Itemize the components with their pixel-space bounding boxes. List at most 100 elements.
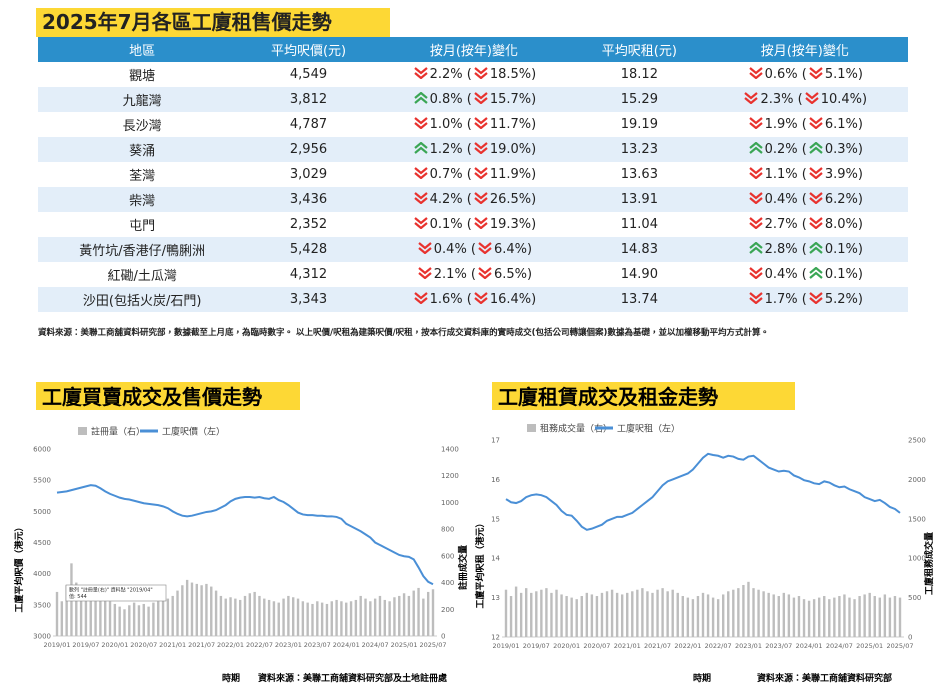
bar xyxy=(123,609,126,636)
change-text: 0.1% ( xyxy=(429,217,472,232)
bar xyxy=(301,601,305,636)
change-cell: 1.7% (5.2%) xyxy=(701,287,908,312)
table-row: 紅磡/土瓜灣 4,312 2.1% (6.5%) 14.90 0.4% (0.1%) xyxy=(38,262,908,287)
y2-tick-label: 0 xyxy=(441,633,445,641)
change-text: 5.1%) xyxy=(824,67,863,82)
bar xyxy=(504,589,508,637)
y-tick-label: 4000 xyxy=(33,570,51,578)
change-text: 0.4% ( xyxy=(764,267,807,282)
change-text: 0.1%) xyxy=(824,267,863,282)
bar xyxy=(205,583,208,636)
y2-tick-label: 2500 xyxy=(908,437,926,445)
table-row: 九龍灣 3,812 0.8% (15.7%) 15.29 2.3% (10.4%) xyxy=(38,87,908,112)
bar xyxy=(229,597,232,636)
chevron xyxy=(474,97,488,104)
change-cell: 0.4% (6.4%) xyxy=(370,237,578,262)
chevron xyxy=(748,246,763,254)
chevron xyxy=(748,267,763,275)
bar xyxy=(787,594,791,637)
table-cell: 4,549 xyxy=(289,67,328,82)
line xyxy=(56,484,434,586)
table-cell: 11.04 xyxy=(620,217,658,232)
change-cell: 0.2% (0.3%) xyxy=(701,137,908,162)
bar xyxy=(525,588,528,637)
chevron xyxy=(748,117,763,125)
arrow-down xyxy=(809,192,823,204)
bar xyxy=(878,597,881,637)
bar xyxy=(767,592,770,637)
x-tick-label: 2022/07 xyxy=(705,642,732,650)
change-text: 1.0% ( xyxy=(429,117,472,132)
x-tick-label: 2024/01 xyxy=(796,642,823,650)
change-text: 3.9%) xyxy=(824,167,863,182)
table-row: 觀塘 4,549 2.2% (18.5%) 18.12 0.6% (5.1%) xyxy=(38,62,908,87)
chevron xyxy=(413,167,428,175)
bar xyxy=(762,591,765,637)
bar xyxy=(706,594,710,637)
arrow-down xyxy=(413,192,428,204)
bar xyxy=(651,592,654,637)
bar xyxy=(555,589,558,637)
x-axis-label: 時期 xyxy=(693,672,711,684)
bar xyxy=(737,588,740,637)
table-row: 沙田(包括火炭/石門) 3,343 1.6% (16.4%) 13.74 1.7% (5… xyxy=(38,287,908,312)
bar xyxy=(60,601,64,636)
y2-tick-label: 1500 xyxy=(908,515,926,523)
legend-label: 註冊量（右） xyxy=(91,426,145,438)
bar xyxy=(190,582,194,636)
line xyxy=(505,452,901,531)
arrow-down xyxy=(748,117,763,129)
y2-tick-label: 0 xyxy=(908,634,912,642)
chevron xyxy=(413,117,428,125)
chevron xyxy=(478,272,492,279)
chevron xyxy=(474,92,488,100)
x-tick-label: 2023/07 xyxy=(765,642,792,650)
change-text: 0.3%) xyxy=(824,142,863,157)
change-text: 0.4% ( xyxy=(433,242,476,257)
chevron xyxy=(805,92,819,100)
tooltip-text: 值: 544 xyxy=(69,593,87,600)
bar xyxy=(888,597,892,637)
arrow-down xyxy=(474,117,488,129)
bar xyxy=(306,602,309,636)
arrow-down xyxy=(809,167,823,179)
column-header: 按月(按年)變化 xyxy=(701,37,908,62)
change-text: 6.1%) xyxy=(824,117,863,132)
change-text: 0.1%) xyxy=(824,242,863,257)
change-cell: 0.8% (15.7%) xyxy=(370,87,578,112)
y2-tick-label: 1000 xyxy=(908,555,926,563)
chevron xyxy=(474,292,488,300)
bar xyxy=(132,602,136,636)
bar xyxy=(863,594,866,637)
bar xyxy=(868,592,871,637)
chevron xyxy=(474,167,488,175)
arrow-down xyxy=(413,167,428,179)
y2-tick-label: 200 xyxy=(441,606,454,614)
chevron xyxy=(748,172,763,179)
bar xyxy=(686,597,690,637)
x-tick-label: 2020/07 xyxy=(130,641,157,649)
table-cell: 觀塘 xyxy=(129,69,156,84)
change-cell: 0.6% (5.1%) xyxy=(702,62,908,87)
bar xyxy=(823,596,826,637)
bar xyxy=(545,588,548,637)
bar xyxy=(349,601,353,636)
arrow-down xyxy=(474,142,488,154)
chevron xyxy=(474,147,488,154)
chevron xyxy=(809,246,823,254)
chevron xyxy=(418,267,432,275)
bar xyxy=(330,601,333,636)
table-cell: 沙田(包括火炭/石門) xyxy=(38,287,247,312)
chevron xyxy=(809,167,823,175)
arrow-down xyxy=(418,242,432,254)
bar xyxy=(828,599,831,637)
arrow-down xyxy=(474,217,488,229)
arrow-down xyxy=(478,267,492,279)
legend-swatch xyxy=(527,424,536,432)
bar xyxy=(636,589,639,637)
arrow-down xyxy=(748,192,763,204)
table-row: 屯門 2,352 0.1% (19.3%) 11.04 2.7% (8.0%) xyxy=(38,212,908,237)
table-row: 黃竹坑/香港仔/鴨脷洲 5,428 0.4% (6.4%) 14.83 2.8% (0.… xyxy=(38,237,908,262)
bar xyxy=(296,598,300,636)
change-text: 1.7% ( xyxy=(764,292,807,307)
